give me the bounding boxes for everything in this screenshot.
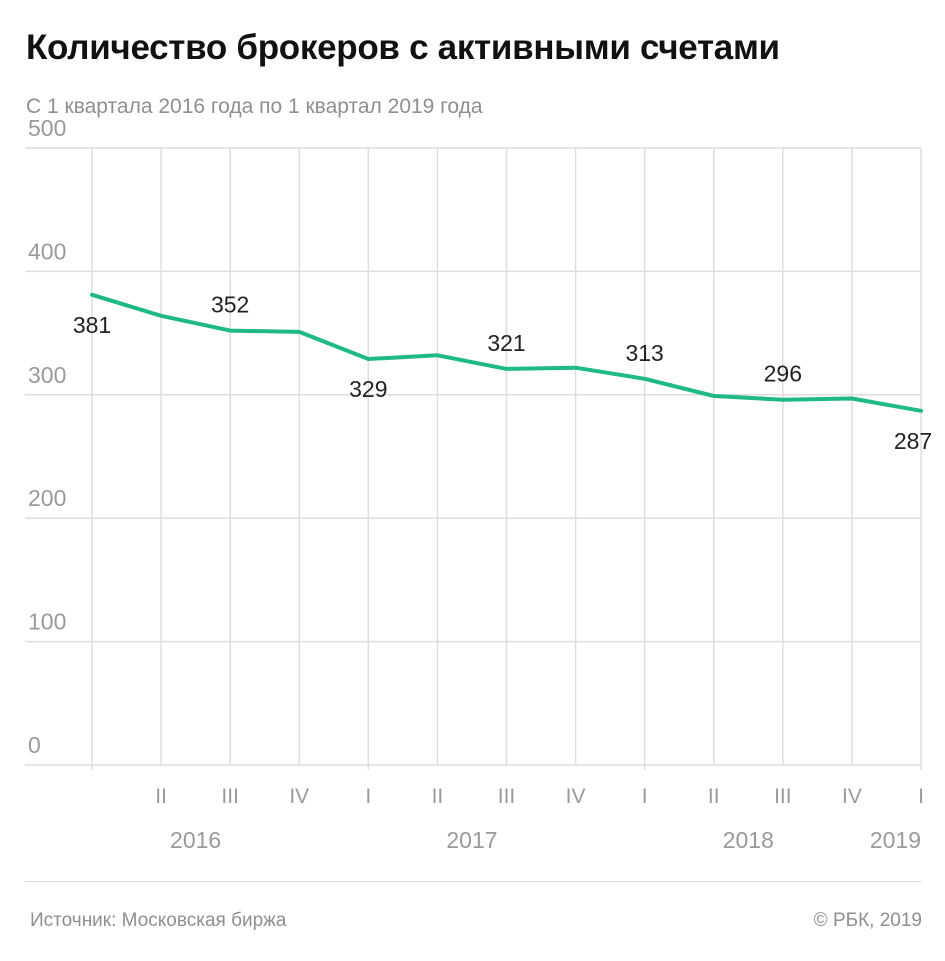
x-tick-label: II bbox=[155, 785, 167, 808]
year-label: 2018 bbox=[723, 827, 774, 853]
data-label: 287 bbox=[894, 428, 932, 454]
year-label: 2017 bbox=[446, 827, 497, 853]
x-tick-label: IV bbox=[289, 785, 309, 808]
y-axis-ticks: 0 100 200 300 400 500 bbox=[28, 115, 66, 758]
x-tick-label: I bbox=[642, 785, 648, 808]
y-tick-label: 300 bbox=[28, 362, 66, 388]
copyright-note: © РБК, 2019 bbox=[813, 910, 922, 931]
data-label: 321 bbox=[487, 330, 525, 356]
chart-title: Количество брокеров с активными счетами bbox=[26, 28, 780, 67]
y-tick-label: 0 bbox=[28, 732, 41, 758]
chart-subtitle: С 1 квартала 2016 года по 1 квартал 2019… bbox=[26, 95, 483, 118]
data-labels: 381 352 329 321 313 296 287 bbox=[73, 292, 932, 454]
y-tick-label: 500 bbox=[28, 115, 66, 141]
data-label: 296 bbox=[764, 361, 802, 387]
y-tick-label: 400 bbox=[28, 238, 66, 264]
x-tick-label: II bbox=[432, 785, 444, 808]
footer-divider bbox=[25, 881, 921, 882]
grid-lines bbox=[25, 147, 922, 770]
x-tick-label: I bbox=[918, 785, 924, 808]
data-label: 381 bbox=[73, 312, 111, 338]
series-line bbox=[90, 292, 923, 413]
x-tick-label: III bbox=[774, 785, 792, 808]
data-label: 329 bbox=[349, 376, 387, 402]
data-label: 313 bbox=[625, 340, 663, 366]
x-tick-label: IV bbox=[566, 785, 586, 808]
x-tick-label: I bbox=[365, 785, 371, 808]
y-tick-label: 200 bbox=[28, 485, 66, 511]
source-note: Источник: Московская биржа bbox=[30, 910, 287, 931]
data-label: 352 bbox=[211, 292, 249, 318]
y-tick-label: 100 bbox=[28, 609, 66, 635]
series-line-group bbox=[90, 292, 923, 413]
year-label: 2016 bbox=[170, 827, 221, 853]
x-tick-label: III bbox=[498, 785, 516, 808]
x-tick-label: IV bbox=[842, 785, 862, 808]
year-label: 2019 bbox=[870, 827, 921, 853]
x-tick-label: II bbox=[708, 785, 720, 808]
x-tick-label: III bbox=[221, 785, 239, 808]
